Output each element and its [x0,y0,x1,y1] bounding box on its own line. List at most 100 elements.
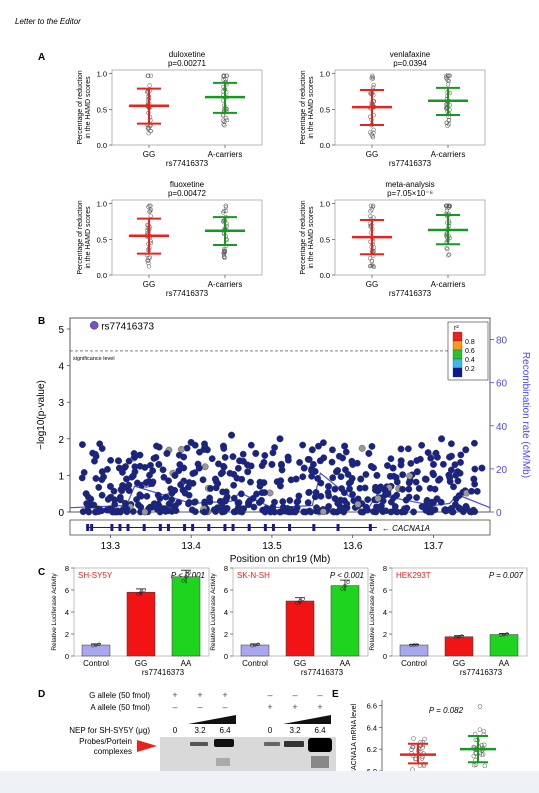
x-axis-label: rs77416373 [389,159,432,168]
snp-point [403,504,411,512]
x-axis-label: rs77416373 [301,668,344,677]
snp-point [189,479,197,487]
x-tick-label: GG [143,150,155,159]
snp-point [207,485,214,492]
x-axis-label: rs77416373 [142,668,185,677]
x-tick-label: GG [366,280,378,289]
snp-point-upper [171,471,179,479]
snp-point [247,478,254,486]
snp-point-upper [211,475,219,483]
y-axis-label: Relative Luciferase Activity [51,573,58,651]
r2-legend-swatch [452,367,463,378]
y-tick-label: 4 [58,362,64,373]
x-tick-label: A-carriers [431,150,466,159]
a-allele-mark: + [317,702,322,712]
snp-point [445,471,453,479]
snp-point-upper [373,471,381,479]
snp-point [448,440,455,448]
data-point [367,256,373,261]
plot-frame [334,199,486,276]
snp-point [119,482,127,490]
data-point [148,128,153,134]
snp-point [266,508,274,516]
snp-point [418,441,426,449]
snp-point-upper [308,446,316,454]
snp-point [329,474,337,482]
snp-point [175,467,183,475]
y-axis-label: −log10(p-value) [36,380,47,450]
snp-point [358,444,366,452]
snp-point [92,475,100,482]
snp-point [286,497,294,504]
data-point [222,249,227,254]
snp-point [340,497,348,505]
data-point [444,245,449,251]
snp-point [261,452,269,459]
lead-snp-label: rs77416373 [101,321,154,332]
snp-point [457,451,465,459]
snp-point [171,486,179,494]
snp-point [215,460,222,468]
data-point [446,117,452,123]
a-allele-mark: – [222,702,227,712]
x-tick-label: 13.4 [181,541,201,552]
snp-point [473,487,481,495]
y-tick-label: 6.2 [367,745,377,754]
a-allele-mark: + [267,702,272,712]
gene-exon [207,524,211,531]
bar [444,636,474,657]
data-point [481,728,487,734]
gene-exon [110,524,114,531]
snp-point [141,508,149,516]
snp-point [416,455,424,463]
y-tick-label: 6 [383,586,387,595]
dose-label: 6.4 [219,726,231,735]
snp-point [356,484,364,492]
plot-title: fluoxetine [170,180,205,189]
snp-point [84,501,92,509]
y-tick-label: 2 [58,435,64,446]
outlier-point [477,704,483,709]
y-tick-label: 4 [65,608,69,617]
snp-point [367,462,375,470]
snp-point [426,484,434,492]
gene-exon [271,524,275,531]
y-tick-label: 0.0 [320,271,330,280]
plot-frame [111,69,263,146]
y-axis-label: Relative Luciferase Activity [369,573,376,651]
data-point [370,73,375,78]
snp-point-upper [341,442,349,450]
snp-point [314,475,322,482]
g-allele-mark: + [222,690,227,700]
snp-point [160,473,168,481]
x-tick-label: AA [181,659,192,668]
snp-point [374,495,382,502]
data-point [480,752,486,757]
replicate-point [187,571,191,575]
snp-point [435,476,442,484]
plot-frame [111,199,263,276]
snp-point-upper [244,468,252,476]
gene-exon [166,524,170,531]
complex-label-line1: Probes/Portein [79,737,132,746]
gene-exon [158,524,162,531]
snp-point [293,498,301,506]
snp-point-upper [429,460,437,468]
y-tick-label: 8 [224,564,228,573]
y-right-tick-label: 20 [496,465,508,476]
y-right-tick-label: 60 [496,379,508,390]
snp-point [340,507,347,515]
data-point [369,132,374,137]
snp-point-upper [470,475,478,483]
snp-point-upper [292,475,300,483]
gene-exon [231,524,235,531]
snp-point [260,458,268,466]
snp-point [148,503,156,511]
row-label-nep: NEP for SH-SY5Y (μg) [69,726,150,735]
y-tick-label: 6 [65,586,69,595]
snp-point [413,494,420,501]
snp-point [299,441,307,449]
snp-point [471,465,479,473]
y-tick-label: 8 [383,564,387,573]
snp-point [141,464,149,471]
